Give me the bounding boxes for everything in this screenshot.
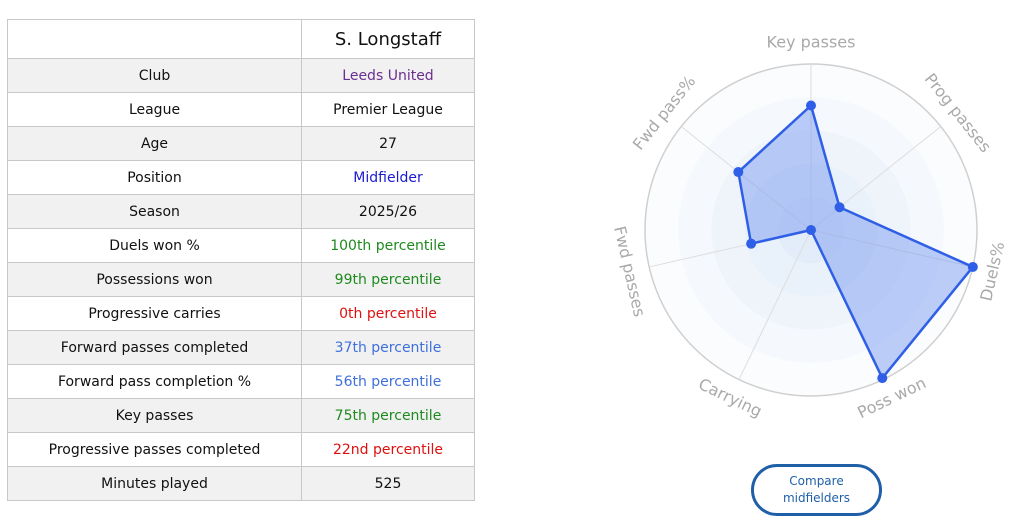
header-empty-cell — [7, 19, 302, 59]
table-row: Age 27 — [7, 126, 475, 161]
row-label: League — [7, 92, 302, 127]
row-value: Leeds United — [301, 58, 475, 93]
row-value: 75th percentile — [301, 398, 475, 433]
table-row: Club Leeds United — [7, 58, 475, 93]
table-header-row: S. Longstaff — [7, 19, 475, 59]
radar-axis-label: Key passes — [767, 33, 856, 52]
radar-data-point — [746, 238, 757, 249]
row-value: 27 — [301, 126, 475, 161]
row-label: Progressive passes completed — [7, 432, 302, 467]
radar-axis-spoke — [738, 229, 812, 380]
table-row: League Premier League — [7, 92, 475, 127]
table-row: Progressive carries 0th percentile — [7, 296, 475, 331]
row-label: Season — [7, 194, 302, 229]
row-label: Age — [7, 126, 302, 161]
radar-data-point — [806, 100, 816, 111]
radar-data-point — [733, 167, 744, 178]
radar-axis-spoke — [810, 229, 973, 268]
row-value: 22nd percentile — [301, 432, 475, 467]
row-value: 56th percentile — [301, 364, 475, 399]
compare-midfielders-button[interactable]: Compare midfielders — [751, 464, 882, 516]
radar-axis-spoke — [680, 126, 812, 231]
row-value: 2025/26 — [301, 194, 475, 229]
row-label: Minutes played — [7, 466, 302, 501]
radar-axis-label: Duels% — [976, 240, 1008, 303]
table-row: Duels won % 100th percentile — [7, 228, 475, 263]
compare-button-line1: Compare — [789, 474, 844, 488]
radar-data-point — [834, 202, 845, 213]
table-row: Position Midfielder — [7, 160, 475, 195]
row-label: Duels won % — [7, 228, 302, 263]
row-label: Key passes — [7, 398, 302, 433]
radar-data-point — [967, 261, 978, 272]
radar-data-point — [877, 373, 888, 384]
radar-axis-spoke — [810, 126, 942, 231]
row-label: Position — [7, 160, 302, 195]
row-label: Forward pass completion % — [7, 364, 302, 399]
row-label: Possessions won — [7, 262, 302, 297]
table-row: Season 2025/26 — [7, 194, 475, 229]
radar-axis-label: Fwd passes — [610, 224, 649, 318]
player-stats-table: S. Longstaff Club Leeds United League Premi… — [7, 19, 475, 501]
row-value: Premier League — [301, 92, 475, 127]
table-row: Possessions won 99th percentile — [7, 262, 475, 297]
radar-data-point — [806, 225, 816, 235]
table-row: Minutes played 525 — [7, 466, 475, 501]
table-row: Key passes 75th percentile — [7, 398, 475, 433]
table-row: Progressive passes completed 22nd percent… — [7, 432, 475, 467]
row-label: Progressive carries — [7, 296, 302, 331]
row-label: Club — [7, 58, 302, 93]
player-name: S. Longstaff — [301, 19, 475, 59]
row-value: 525 — [301, 466, 475, 501]
compare-button-line2: midfielders — [782, 491, 851, 505]
row-value: 37th percentile — [301, 330, 475, 365]
row-value: 100th percentile — [301, 228, 475, 263]
table-row: Forward pass completion % 56th percentile — [7, 364, 475, 399]
table-row: Forward passes completed 37th percentile — [7, 330, 475, 365]
row-value: Midfielder — [301, 160, 475, 195]
row-value: 0th percentile — [301, 296, 475, 331]
row-value: 99th percentile — [301, 262, 475, 297]
row-label: Forward passes completed — [7, 330, 302, 365]
radar-series-area — [737, 104, 975, 380]
